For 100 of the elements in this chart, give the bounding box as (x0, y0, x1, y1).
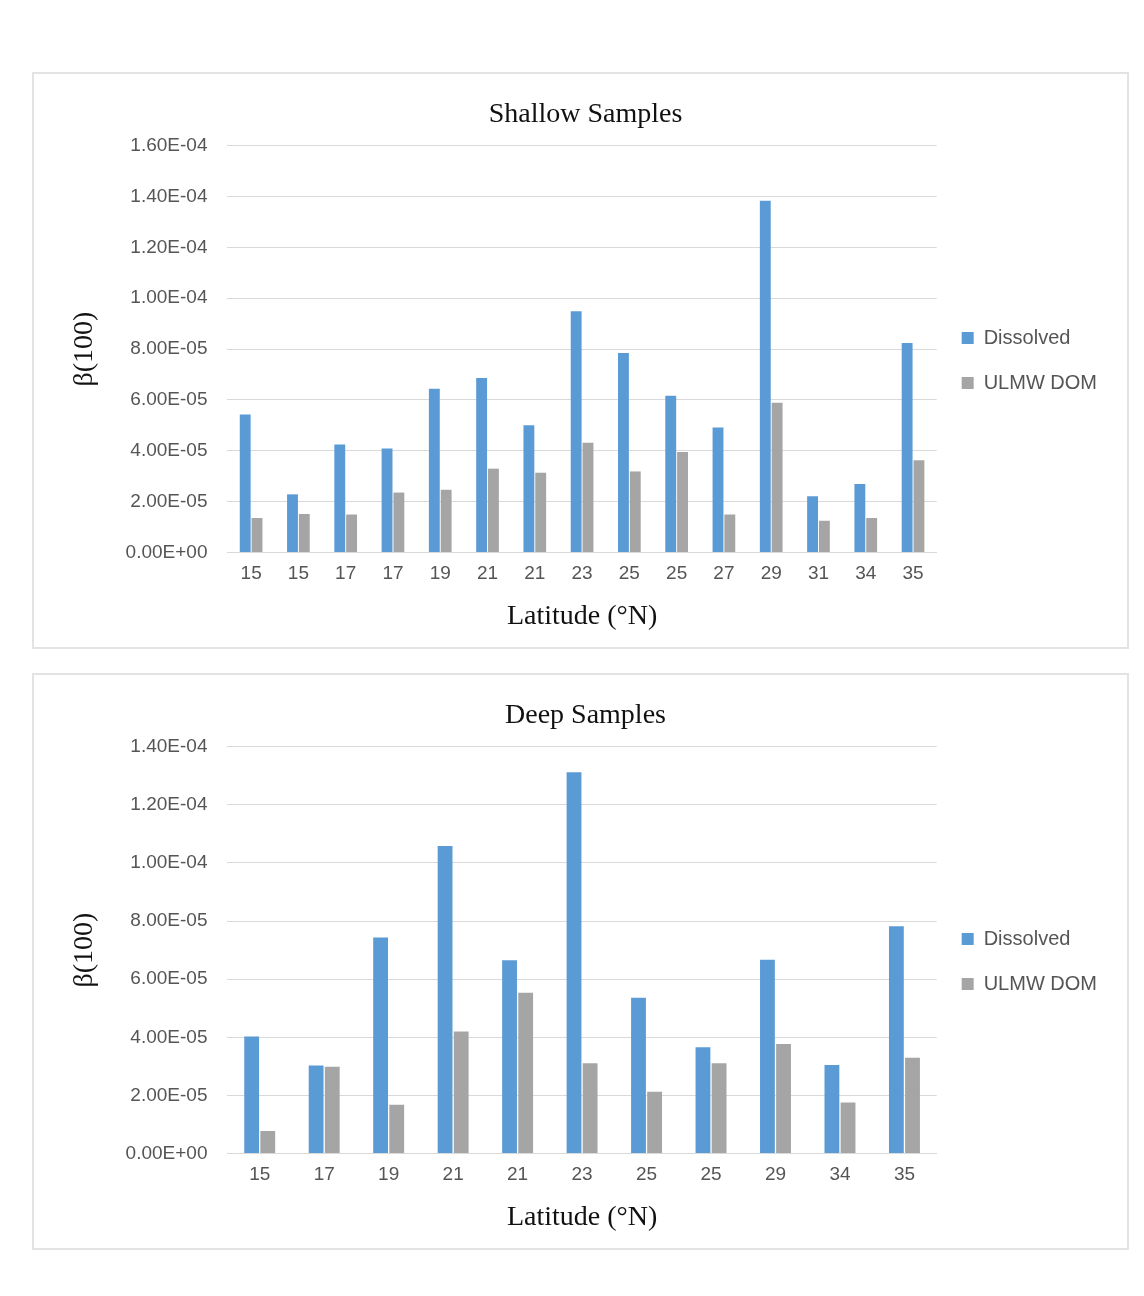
x-tick-label: 23 (571, 562, 593, 584)
x-tick-label: 29 (764, 1163, 787, 1185)
x-tick-label: 19 (429, 562, 451, 584)
bar (334, 444, 346, 553)
bar (437, 846, 453, 1154)
bar (453, 1031, 469, 1154)
bar (901, 343, 913, 553)
x-tick-label: 35 (902, 562, 924, 584)
bar (239, 414, 251, 553)
x-tick-label: 31 (807, 562, 830, 584)
bar (570, 311, 582, 553)
y-tick-label: 1.00E-04 (130, 851, 208, 873)
x-tick-label: 15 (287, 562, 309, 584)
bar (324, 1066, 340, 1154)
bar (381, 448, 393, 553)
x-tick-label: 19 (378, 1163, 400, 1185)
x-tick-label: 25 (618, 562, 640, 584)
bar (535, 472, 547, 553)
y-tick-label: 1.20E-04 (130, 235, 208, 257)
y-tick-label: 8.00E-05 (130, 337, 208, 359)
bar (298, 513, 310, 553)
x-tick-label: 21 (442, 1163, 464, 1185)
legend-label: Dissolved (983, 325, 1071, 348)
bar (677, 452, 688, 553)
y-tick-label: 1.00E-04 (130, 286, 208, 308)
bar (665, 395, 677, 553)
bar (373, 937, 389, 1154)
bar (888, 926, 904, 1154)
x-tick-label: 15 (240, 562, 262, 584)
legend-label: ULMW DOM (983, 370, 1098, 393)
bar (631, 997, 646, 1154)
y-tick-label: 0.00E+00 (125, 540, 208, 562)
bar (260, 1130, 276, 1154)
x-tick-label: 25 (700, 1163, 722, 1185)
y-tick-label: 6.00E-05 (130, 388, 208, 410)
bar (724, 514, 736, 553)
y-tick-label: 1.20E-04 (130, 792, 208, 814)
y-tick-label: 2.00E-05 (130, 489, 208, 511)
bar (502, 960, 517, 1154)
bar (913, 460, 925, 553)
legend-label: Dissolved (983, 926, 1071, 949)
bar (428, 388, 440, 553)
bar (712, 427, 724, 553)
bar (818, 520, 830, 553)
bar (393, 492, 405, 553)
bar (711, 1063, 727, 1154)
x-tick-label: 34 (829, 1163, 851, 1185)
x-tick-label: 21 (524, 562, 546, 584)
y-axis-title: β(100) (67, 912, 99, 988)
bar (807, 496, 819, 553)
bar (840, 1102, 856, 1154)
bar (518, 992, 534, 1154)
bar (389, 1104, 405, 1154)
bar (771, 402, 783, 553)
x-tick-label: 17 (382, 562, 404, 584)
bar (566, 772, 582, 1154)
bar (824, 1064, 840, 1154)
x-tick-label: 15 (249, 1163, 271, 1185)
x-axis-title: Latitude (°N) (506, 1199, 658, 1231)
x-tick-label: 23 (571, 1163, 593, 1185)
bar (308, 1065, 324, 1154)
bar (440, 489, 452, 553)
bar (759, 200, 771, 553)
bar (346, 514, 358, 553)
x-tick-label: 29 (760, 562, 782, 584)
x-tick-label: 34 (855, 562, 877, 584)
bar (244, 1036, 260, 1154)
y-tick-label: 1.40E-04 (130, 734, 208, 756)
bar (476, 378, 488, 553)
legend-label: ULMW DOM (983, 971, 1098, 994)
bar (582, 1063, 598, 1154)
bar (854, 483, 866, 553)
x-tick-label: 25 (635, 1163, 658, 1185)
bar (695, 1047, 711, 1154)
y-tick-label: 6.00E-05 (130, 967, 208, 989)
bar (523, 425, 535, 553)
bar (618, 352, 629, 553)
chart-title: Shallow Samples (488, 97, 683, 129)
x-tick-label: 17 (335, 562, 357, 584)
bar (905, 1057, 920, 1154)
bar (647, 1091, 663, 1154)
y-axis-title: β(100) (67, 311, 99, 387)
y-tick-label: 4.00E-05 (130, 1025, 208, 1047)
x-tick-label: 21 (507, 1163, 529, 1185)
x-tick-label: 25 (666, 562, 688, 584)
y-tick-label: 1.40E-04 (130, 184, 208, 206)
bar (866, 518, 878, 553)
y-tick-label: 8.00E-05 (130, 909, 208, 931)
bar (582, 442, 594, 553)
x-tick-label: 21 (476, 562, 499, 584)
bar (760, 959, 775, 1154)
bar (629, 471, 641, 553)
x-axis-title: Latitude (°N) (506, 598, 658, 630)
x-tick-label: 17 (313, 1163, 335, 1185)
y-tick-label: 4.00E-05 (130, 439, 208, 461)
x-tick-label: 35 (893, 1163, 916, 1185)
y-tick-label: 0.00E+00 (125, 1141, 208, 1163)
y-tick-label: 2.00E-05 (130, 1083, 208, 1105)
chart-title: Deep Samples (505, 698, 666, 730)
bar (487, 468, 499, 553)
